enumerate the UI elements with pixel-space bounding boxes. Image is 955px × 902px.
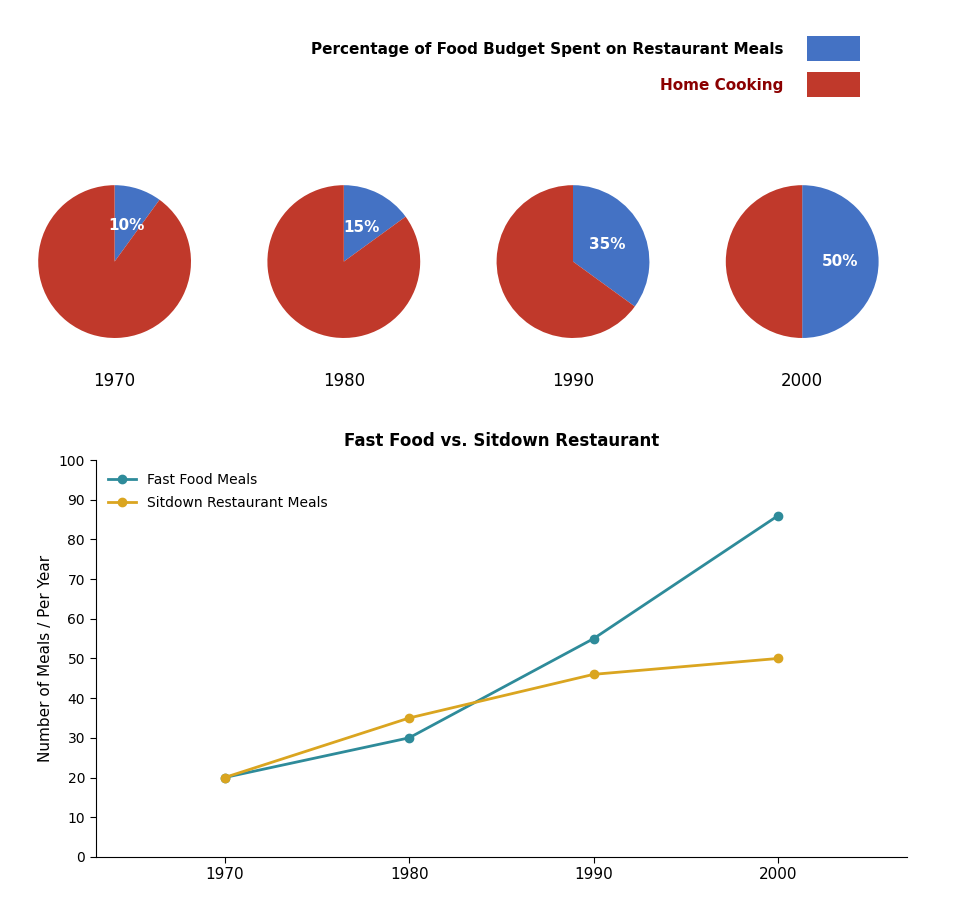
Wedge shape xyxy=(267,185,420,338)
Wedge shape xyxy=(497,185,635,338)
Sitdown Restaurant Meals xyxy=(219,772,230,783)
Text: 1980: 1980 xyxy=(323,373,365,391)
Fast Food Meals xyxy=(219,772,230,783)
Text: 1990: 1990 xyxy=(552,373,594,391)
Text: 1970: 1970 xyxy=(94,373,136,391)
Y-axis label: Number of Meals / Per Year: Number of Meals / Per Year xyxy=(38,555,53,762)
Text: Home Cooking: Home Cooking xyxy=(660,78,783,93)
Title: Fast Food vs. Sitdown Restaurant: Fast Food vs. Sitdown Restaurant xyxy=(344,432,659,450)
Text: 35%: 35% xyxy=(589,236,626,252)
Legend: Fast Food Meals, Sitdown Restaurant Meals: Fast Food Meals, Sitdown Restaurant Meal… xyxy=(102,467,333,516)
Sitdown Restaurant Meals xyxy=(588,669,600,680)
Line: Fast Food Meals: Fast Food Meals xyxy=(221,511,782,782)
Wedge shape xyxy=(573,185,649,307)
Text: 2000: 2000 xyxy=(781,373,823,391)
Fast Food Meals xyxy=(588,633,600,644)
Text: 50%: 50% xyxy=(822,254,859,269)
Wedge shape xyxy=(726,185,802,338)
Text: 15%: 15% xyxy=(343,220,379,235)
Wedge shape xyxy=(115,185,159,262)
Text: 10%: 10% xyxy=(108,217,144,233)
Wedge shape xyxy=(38,185,191,338)
Fast Food Meals xyxy=(403,732,414,743)
Sitdown Restaurant Meals xyxy=(403,713,414,723)
Wedge shape xyxy=(344,185,406,262)
Text: Percentage of Food Budget Spent on Restaurant Meals: Percentage of Food Budget Spent on Resta… xyxy=(310,42,783,57)
Wedge shape xyxy=(802,185,879,338)
Fast Food Meals xyxy=(773,511,784,521)
Sitdown Restaurant Meals xyxy=(773,653,784,664)
Line: Sitdown Restaurant Meals: Sitdown Restaurant Meals xyxy=(221,654,782,782)
